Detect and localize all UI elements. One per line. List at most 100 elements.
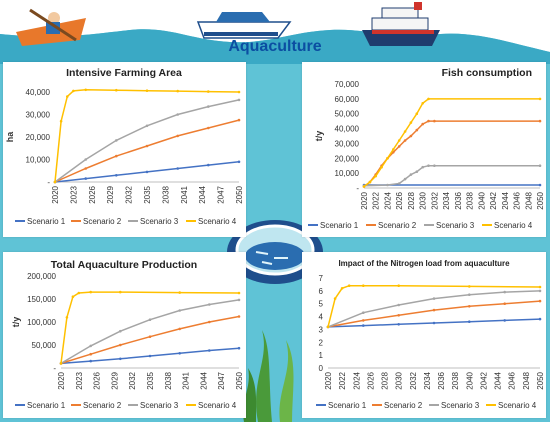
data-point — [65, 316, 69, 319]
data-point — [397, 314, 400, 317]
ferry-icon — [362, 2, 440, 46]
x-tick-label: 2040 — [477, 191, 486, 209]
data-point — [362, 284, 365, 287]
data-point — [538, 317, 542, 321]
y-axis-label: ha — [5, 131, 15, 142]
data-point — [207, 105, 210, 108]
x-tick-label: 2035 — [146, 371, 155, 389]
data-point — [84, 88, 87, 92]
data-point — [71, 295, 75, 298]
data-point — [84, 167, 87, 170]
x-tick-label: 2028 — [381, 371, 390, 389]
x-tick-label: 2042 — [479, 371, 488, 389]
data-point — [115, 88, 118, 92]
fish-cage-icon — [227, 220, 323, 284]
data-point — [89, 344, 92, 348]
data-point — [66, 95, 69, 98]
data-point — [403, 130, 407, 133]
legend-label: Scenario 2 — [83, 401, 122, 410]
y-tick-label: 40,000 — [26, 88, 51, 97]
data-point — [397, 139, 401, 142]
chart-panel-farming-area: Intensive Farming Area ha - 10,000 20,000 30,… — [3, 62, 246, 237]
chart-svg: Intensive Farming Area ha - 10,000 20,000 30,… — [5, 67, 244, 226]
series-line-4 — [54, 89, 240, 183]
series-line-3 — [60, 299, 240, 365]
data-point — [427, 97, 430, 101]
data-point — [208, 320, 211, 324]
x-tick-label: 2034 — [423, 371, 432, 389]
y-tick-label: 20,000 — [26, 133, 51, 142]
legend-label: Scenario 4 — [498, 401, 537, 410]
y-tick-label: 20,000 — [335, 154, 360, 163]
x-tick-label: 2032 — [128, 371, 137, 389]
data-point — [397, 182, 401, 185]
data-point — [237, 90, 241, 94]
data-point — [148, 318, 152, 321]
data-point — [397, 323, 400, 326]
chart-panel-fish-consumption: Fish consumption t/y - 10,000 20,000 30,000 40… — [302, 62, 546, 237]
data-point — [178, 327, 181, 331]
y-tick-label: 0 — [319, 364, 324, 373]
data-point — [415, 170, 419, 173]
x-tick-label: 2022 — [338, 371, 347, 389]
data-point — [72, 89, 75, 93]
data-point — [176, 167, 179, 170]
data-point — [237, 298, 241, 302]
data-point — [176, 113, 179, 116]
data-point — [77, 291, 81, 295]
x-tick-label: 2030 — [395, 371, 404, 389]
data-point — [237, 98, 241, 102]
data-point — [503, 302, 506, 305]
data-point — [432, 308, 436, 312]
x-tick-label: 2050 — [536, 191, 545, 209]
chart-title: Impact of the Nitrogen load from aquacul… — [338, 259, 510, 268]
data-point — [119, 290, 122, 294]
x-tick-label: 2022 — [372, 191, 381, 209]
y-tick-label: 7 — [319, 274, 324, 283]
x-tick-label: 2050 — [235, 185, 244, 203]
data-point — [237, 160, 241, 164]
data-point — [468, 305, 471, 308]
legend-label: Scenario 2 — [378, 221, 417, 230]
x-tick-label: 2029 — [106, 185, 115, 203]
legend-label: Scenario 1 — [320, 221, 359, 230]
x-tick-label: 2044 — [501, 191, 510, 209]
data-point — [119, 343, 122, 347]
x-tick-label: 2024 — [352, 371, 361, 389]
data-point — [237, 118, 241, 122]
x-tick-label: 2030 — [419, 191, 428, 209]
data-point — [237, 346, 241, 350]
data-point — [503, 290, 506, 294]
data-point — [89, 359, 92, 363]
chart-svg: Impact of the Nitrogen load from aquacul… — [316, 259, 545, 410]
x-tick-label: 2038 — [161, 185, 170, 203]
series-line-4 — [363, 98, 540, 188]
data-point — [397, 284, 400, 287]
data-point — [392, 148, 395, 151]
y-axis-label: t/y — [11, 317, 21, 328]
data-point — [145, 144, 149, 148]
x-tick-label: 2046 — [513, 191, 522, 209]
legend-label: Scenario 4 — [198, 217, 237, 226]
data-point — [84, 177, 87, 180]
x-tick-label: 2050 — [536, 371, 545, 389]
data-point — [115, 154, 118, 158]
x-tick-label: 2038 — [164, 371, 173, 389]
data-point — [409, 121, 413, 124]
x-tick-label: 2026 — [93, 371, 102, 389]
kayak-icon — [16, 8, 86, 46]
x-tick-label: 2047 — [217, 371, 226, 389]
data-point — [468, 293, 471, 296]
series-line-3 — [363, 164, 540, 187]
x-tick-label: 2044 — [199, 371, 208, 389]
x-tick-label: 2036 — [454, 191, 463, 209]
y-tick-label: 60,000 — [335, 95, 360, 104]
y-tick-label: 30,000 — [335, 139, 360, 148]
data-point — [333, 297, 337, 300]
data-point — [53, 180, 57, 184]
x-tick-label: 2026 — [395, 191, 404, 209]
data-point — [84, 158, 87, 161]
data-point — [427, 164, 430, 167]
y-tick-label: - — [356, 184, 359, 193]
x-tick-label: 2038 — [466, 191, 475, 209]
